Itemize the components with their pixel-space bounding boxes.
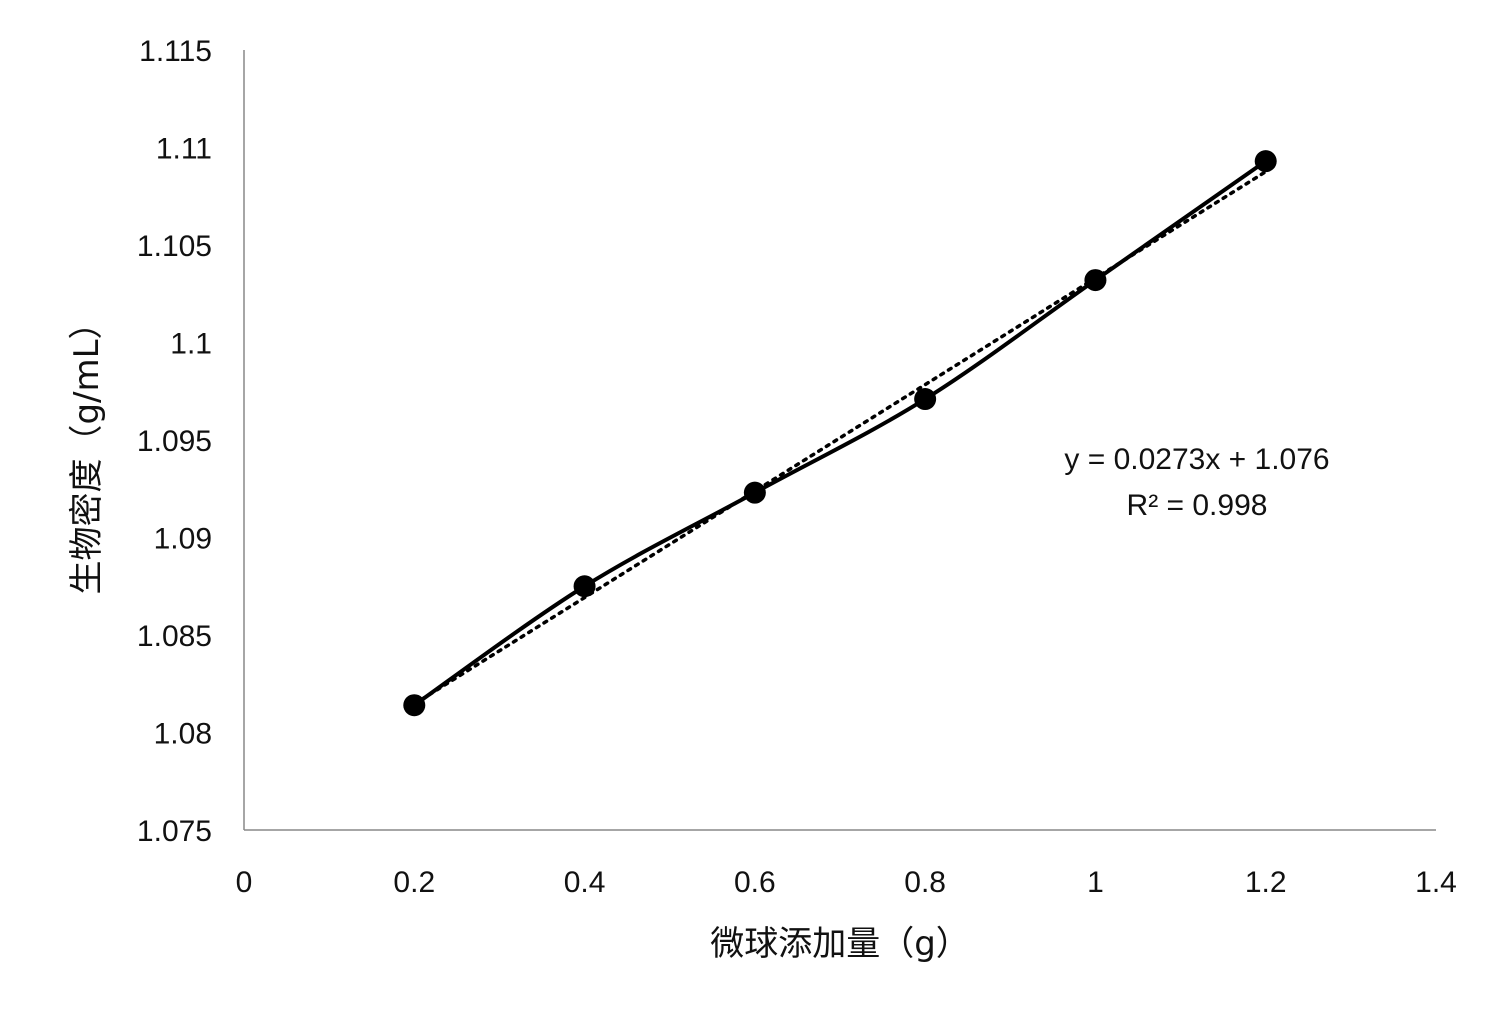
data-point: [743, 481, 766, 504]
data-point: [1084, 269, 1107, 292]
y-tick-label: 1.1: [170, 328, 212, 361]
y-tick-label: 1.08: [154, 718, 212, 751]
data-point: [1254, 150, 1277, 173]
trendline-r2: R² = 0.998: [1127, 489, 1268, 522]
x-tick-label: 0.8: [904, 866, 946, 899]
y-tick-label: 1.105: [137, 230, 212, 263]
y-axis-title: 生物密度（g/mL）: [67, 305, 107, 594]
y-tick-label: 1.09: [154, 523, 212, 556]
y-tick-label: 1.095: [137, 425, 212, 458]
data-point: [914, 388, 937, 411]
x-tick-label: 0.2: [393, 866, 435, 899]
y-tick-label: 1.115: [139, 35, 212, 68]
data-point: [573, 575, 596, 598]
x-tick-label: 0: [236, 866, 253, 899]
x-tick-labels: 0 0.2 0.4 0.6 0.8 1 1.2 1.4: [236, 866, 1457, 899]
data-point: [403, 694, 426, 717]
x-tick-label: 1: [1087, 866, 1104, 899]
y-tick-label: 1.085: [137, 620, 212, 653]
trendline-equation: y = 0.0273x + 1.076: [1064, 443, 1329, 476]
axes: [243, 50, 1436, 831]
y-tick-labels: 1.075 1.08 1.085 1.09 1.095 1.1 1.105 1.11 1.115: [137, 35, 212, 848]
y-tick-label: 1.11: [156, 133, 212, 166]
x-tick-label: 0.4: [564, 866, 606, 899]
x-axis-title: 微球添加量（g）: [710, 924, 970, 964]
x-tick-label: 0.6: [734, 866, 776, 899]
x-tick-label: 1.2: [1245, 866, 1287, 899]
x-tick-label: 1.4: [1415, 866, 1457, 899]
y-tick-label: 1.075: [137, 815, 212, 848]
plot-area: [403, 150, 1277, 717]
series-line: [413, 159, 1267, 707]
